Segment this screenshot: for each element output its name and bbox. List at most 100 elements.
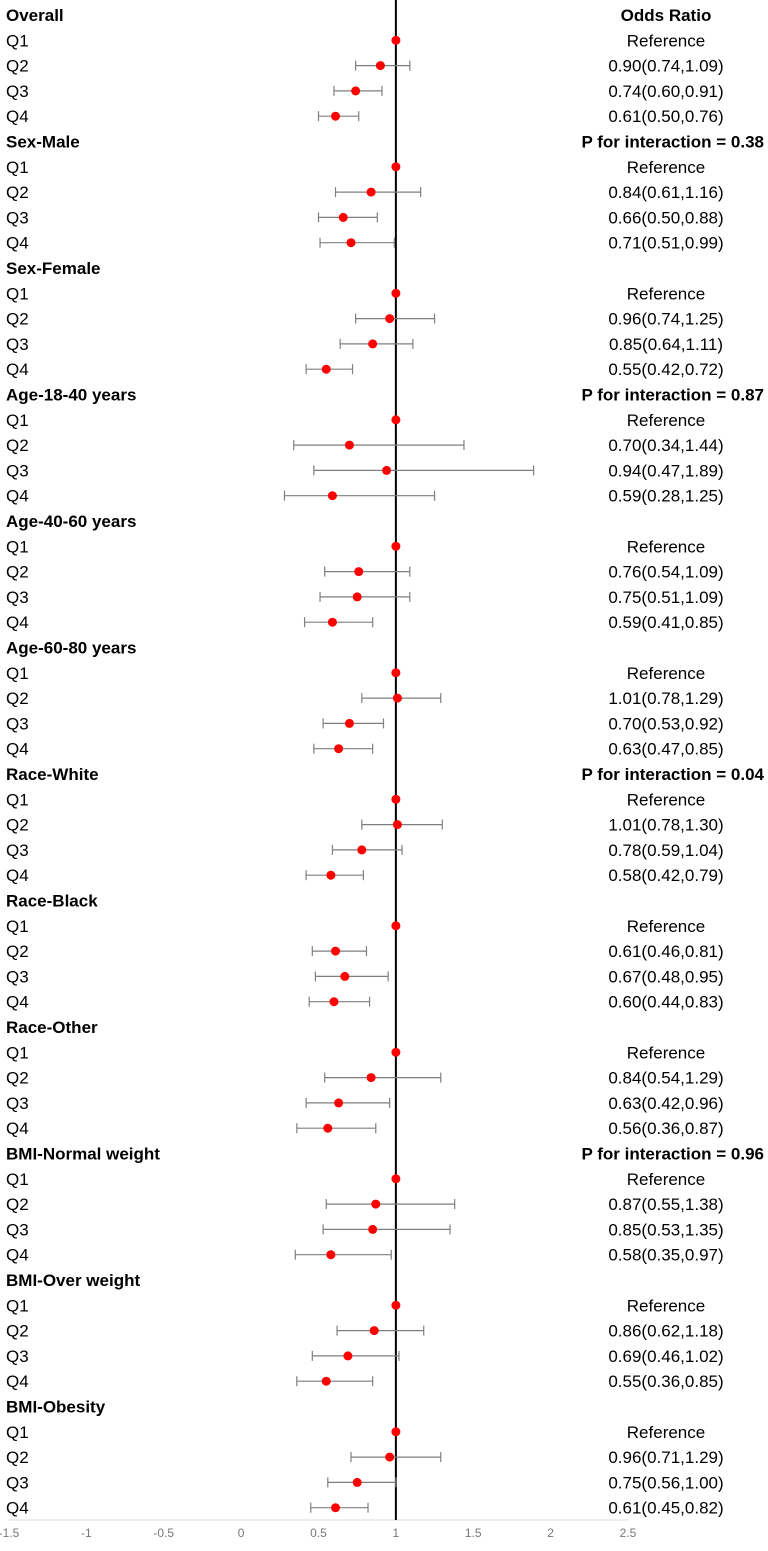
odds-ratio-point xyxy=(331,946,341,956)
odds-ratio-point xyxy=(321,364,331,374)
row-label: Q4 xyxy=(6,740,29,759)
x-tick-label: 2 xyxy=(547,1526,554,1540)
group-title: Age-40-60 years xyxy=(6,512,136,531)
odds-ratio-value: 0.60(0.44,0.83) xyxy=(608,993,723,1012)
group-title: Sex-Male xyxy=(6,133,80,152)
ci-whisker xyxy=(313,743,374,754)
odds-ratio-point xyxy=(391,35,401,45)
row-label: Q1 xyxy=(6,537,29,556)
odds-ratio-value: 0.90(0.74,1.09) xyxy=(608,57,723,76)
odds-ratio-value: Reference xyxy=(627,1423,705,1442)
p-interaction-label: P for interaction = 0.87 xyxy=(581,386,764,405)
row-label: Q2 xyxy=(6,563,29,582)
odds-ratio-value: 0.70(0.34,1.44) xyxy=(608,436,723,455)
odds-ratio-value: 0.96(0.71,1.29) xyxy=(608,1448,723,1467)
odds-ratio-value: 0.61(0.50,0.76) xyxy=(608,107,723,126)
ci-whisker xyxy=(305,1097,391,1108)
odds-ratio-point xyxy=(391,415,401,425)
row-label: Q1 xyxy=(6,1043,29,1062)
odds-ratio-point xyxy=(331,1503,341,1513)
ci-whisker xyxy=(308,996,371,1007)
ci-whisker xyxy=(296,1376,374,1387)
row-label: Q4 xyxy=(6,234,29,253)
odds-ratio-point xyxy=(371,1199,381,1209)
odds-ratio-point xyxy=(326,1250,336,1260)
odds-ratio-point xyxy=(392,820,402,830)
row-label: Q2 xyxy=(6,1322,29,1341)
row-label: Q2 xyxy=(6,183,29,202)
row-label: Q1 xyxy=(6,411,29,430)
row-label: Q3 xyxy=(6,1220,29,1239)
row-label: Q2 xyxy=(6,57,29,76)
odds-ratio-value: 0.84(0.61,1.16) xyxy=(608,183,723,202)
ci-whisker xyxy=(319,591,411,602)
row-label: Q3 xyxy=(6,1473,29,1492)
ci-whisker xyxy=(293,440,465,451)
row-label: Q2 xyxy=(6,942,29,961)
odds-ratio-value: 0.61(0.45,0.82) xyxy=(608,1499,723,1518)
odds-ratio-value: Reference xyxy=(627,537,705,556)
odds-ratio-value: 0.78(0.59,1.04) xyxy=(608,841,723,860)
odds-ratio-value: 0.70(0.53,0.92) xyxy=(608,714,723,733)
odds-ratio-point xyxy=(321,1376,331,1386)
odds-ratio-value: Reference xyxy=(627,1170,705,1189)
row-label: Q3 xyxy=(6,335,29,354)
odds-ratio-point xyxy=(368,1224,378,1234)
odds-ratio-point xyxy=(329,997,339,1007)
row-label: Q1 xyxy=(6,1423,29,1442)
ci-whisker xyxy=(350,1452,442,1463)
x-tick-label: 0.5 xyxy=(310,1526,327,1540)
x-tick-label: 0 xyxy=(238,1526,245,1540)
odds-ratio-point xyxy=(340,971,350,981)
odds-ratio-value: 0.75(0.56,1.00) xyxy=(608,1473,723,1492)
p-interaction-label: P for interaction = 0.04 xyxy=(581,765,764,784)
row-label: Q3 xyxy=(6,208,29,227)
odds-ratio-value: 0.75(0.51,1.09) xyxy=(608,588,723,607)
row-label: Q2 xyxy=(6,1195,29,1214)
odds-ratio-point xyxy=(369,1326,379,1336)
row-label: Q3 xyxy=(6,841,29,860)
odds-ratio-value: 0.85(0.64,1.11) xyxy=(609,335,723,354)
row-label: Q3 xyxy=(6,1094,29,1113)
odds-ratio-value: 0.56(0.36,0.87) xyxy=(608,1119,723,1138)
odds-ratio-point xyxy=(326,870,336,880)
row-label: Q3 xyxy=(6,82,29,101)
row-label: Q2 xyxy=(6,816,29,835)
odds-ratio-point xyxy=(331,111,341,121)
odds-ratio-point xyxy=(344,718,354,728)
odds-ratio-point xyxy=(391,1174,401,1184)
ci-whisker xyxy=(361,819,443,830)
odds-ratio-point xyxy=(391,1300,401,1310)
odds-ratio-point xyxy=(391,668,401,678)
odds-ratio-value: 0.63(0.47,0.85) xyxy=(608,740,723,759)
group-title: Age-60-80 years xyxy=(6,639,136,658)
ci-whisker xyxy=(327,1477,397,1488)
row-label: Q4 xyxy=(6,487,29,506)
odds-ratio-value: 0.58(0.42,0.79) xyxy=(608,866,723,885)
odds-ratio-value: Reference xyxy=(627,411,705,430)
group-title: Overall xyxy=(6,6,64,25)
odds-ratio-value: 0.74(0.60,0.91) xyxy=(608,82,723,101)
ci-whisker xyxy=(311,1350,400,1361)
row-label: Q1 xyxy=(6,917,29,936)
odds-ratio-value: Reference xyxy=(627,158,705,177)
odds-ratio-value: 0.94(0.47,1.89) xyxy=(608,461,723,480)
odds-ratio-value: Reference xyxy=(627,284,705,303)
odds-ratio-value: 0.61(0.46,0.81) xyxy=(608,942,723,961)
odds-ratio-value: 0.96(0.74,1.25) xyxy=(608,310,723,329)
odds-ratio-value: 0.63(0.42,0.96) xyxy=(608,1094,723,1113)
odds-ratio-point xyxy=(352,592,362,602)
odds-ratio-point xyxy=(391,794,401,804)
ci-whisker xyxy=(303,617,374,628)
odds-ratio-point xyxy=(334,744,344,754)
odds-ratio-value: Reference xyxy=(627,31,705,50)
group-title: Race-White xyxy=(6,765,99,784)
odds-ratio-value: 0.85(0.53,1.35) xyxy=(608,1220,723,1239)
odds-ratio-point xyxy=(334,1098,344,1108)
odds-ratio-point xyxy=(366,187,376,197)
odds-ratio-point xyxy=(343,1351,353,1361)
x-tick-label: -1.5 xyxy=(0,1526,20,1540)
odds-ratio-value: 0.55(0.42,0.72) xyxy=(608,360,723,379)
odds-ratio-point xyxy=(352,1477,362,1487)
ci-whisker xyxy=(331,844,403,855)
